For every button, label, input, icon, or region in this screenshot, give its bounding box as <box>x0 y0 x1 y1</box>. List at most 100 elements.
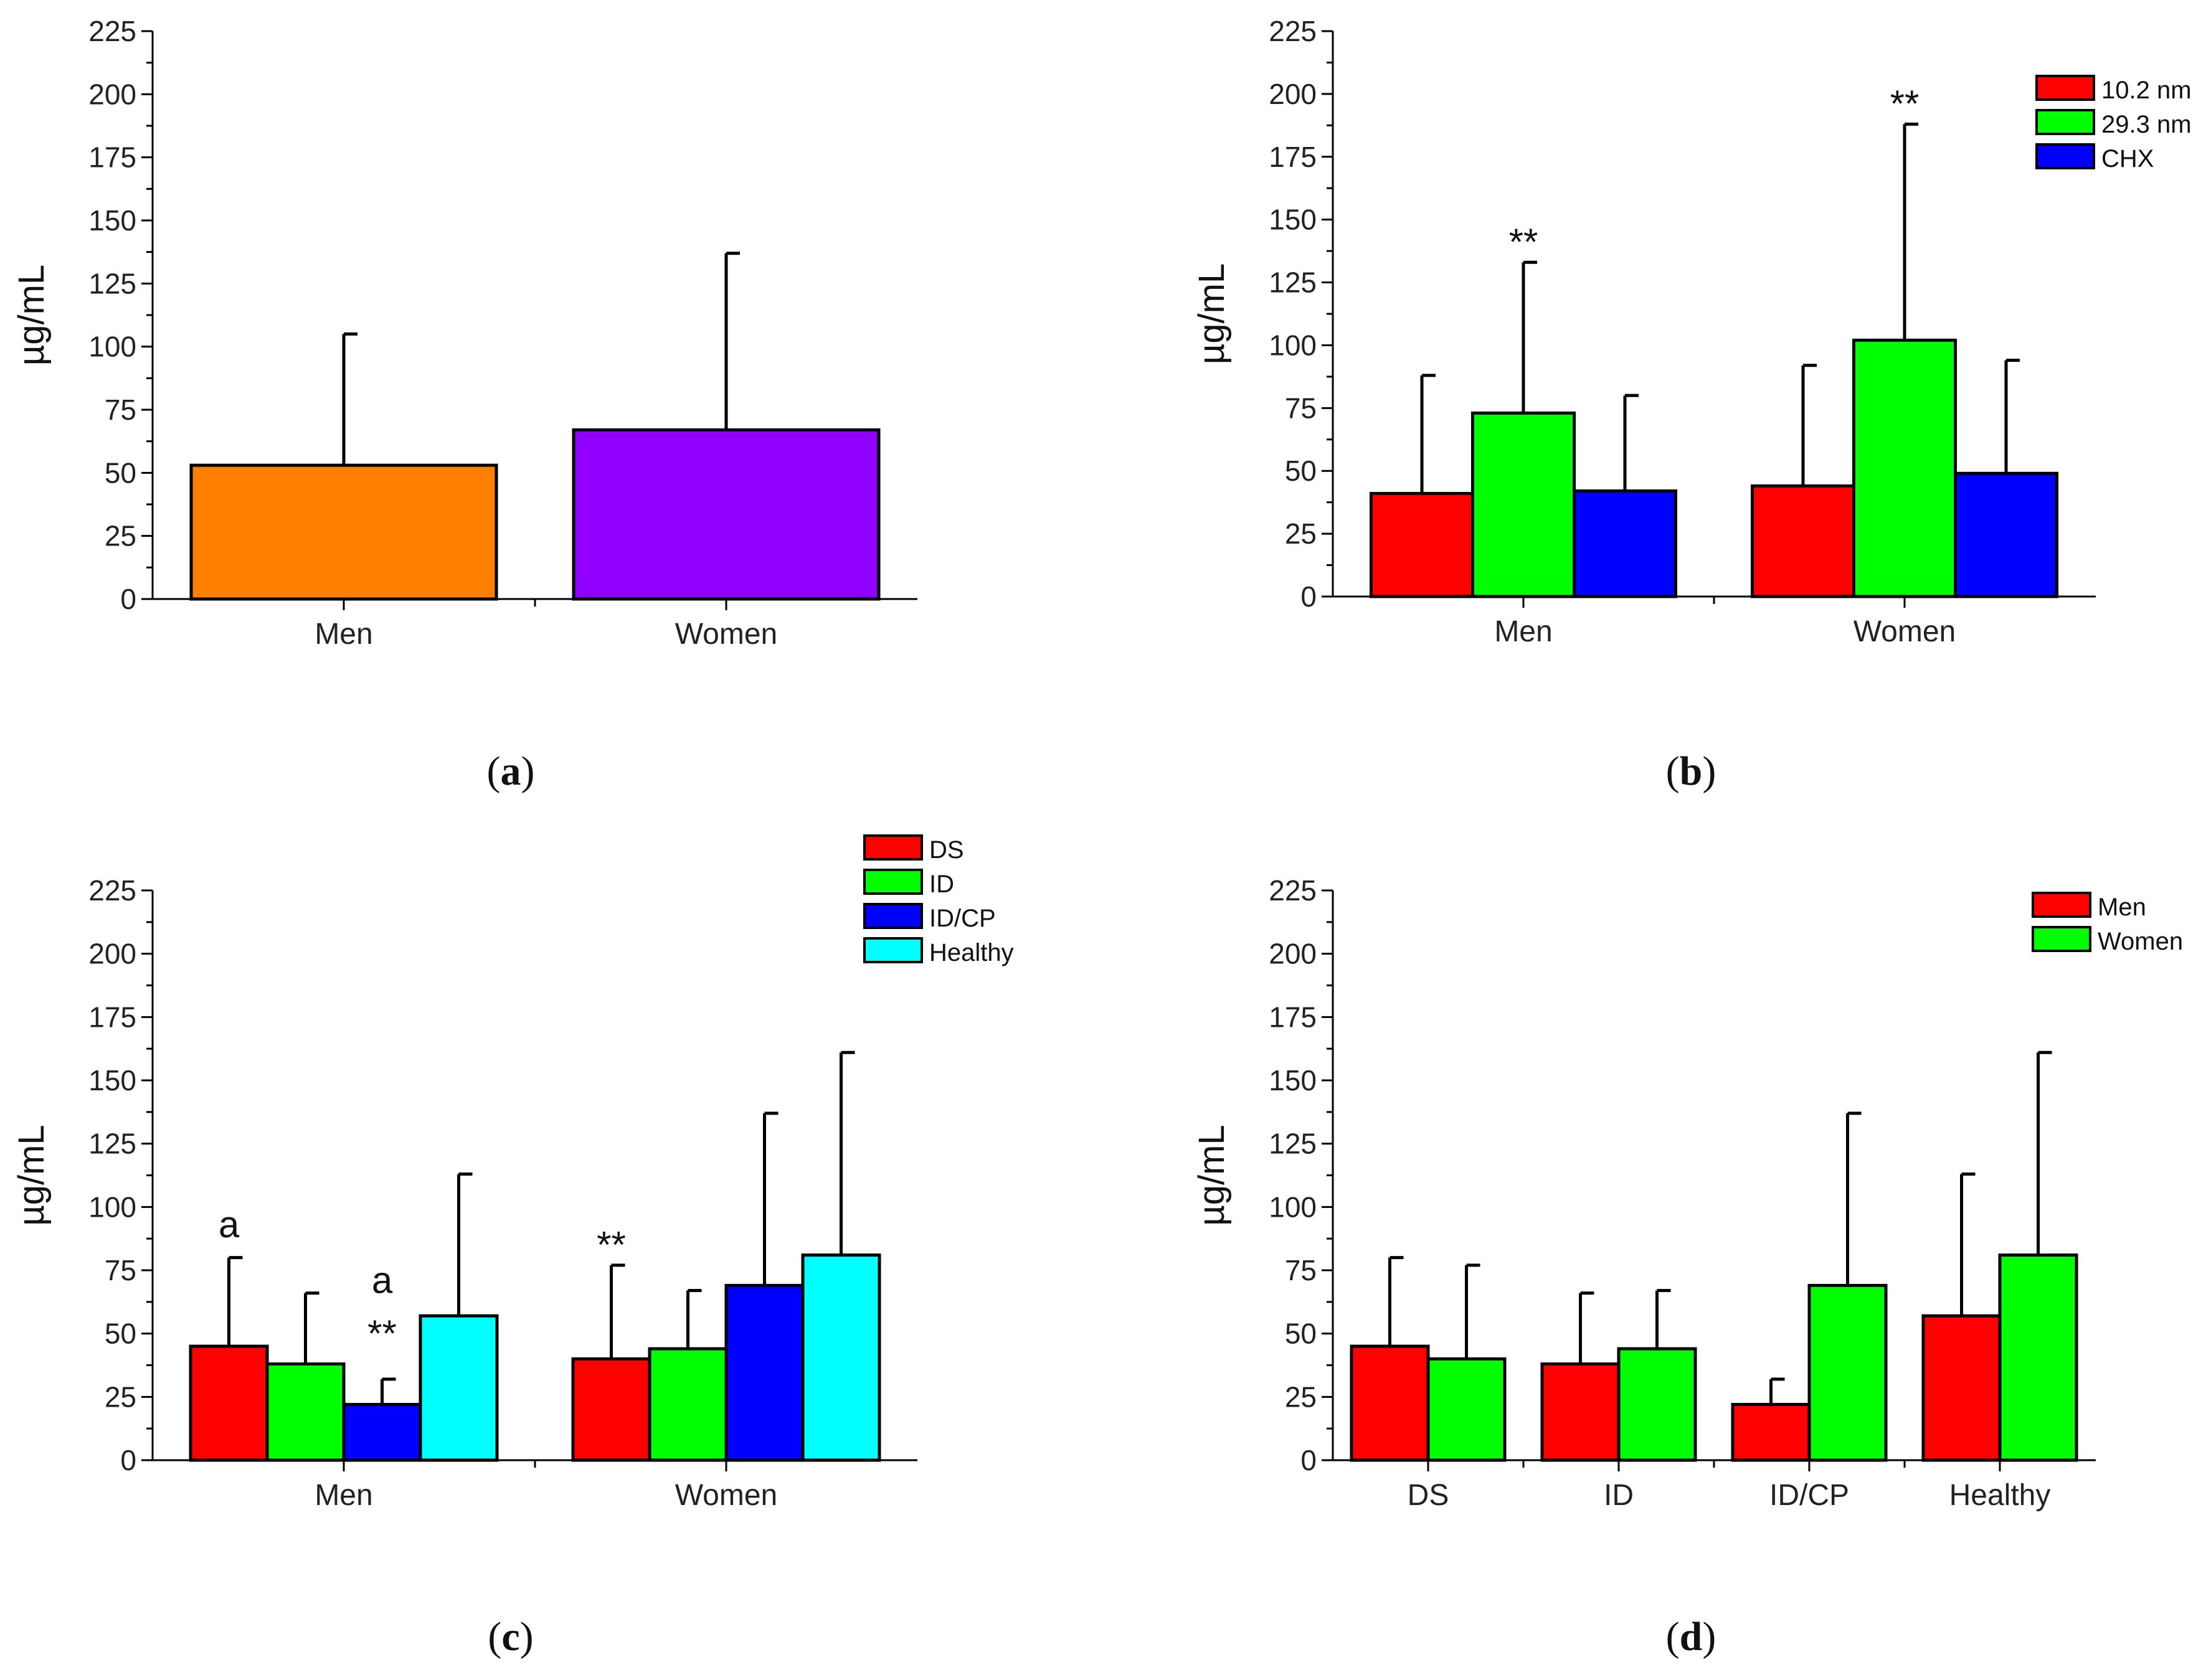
chart-panel-b: 0 25 50 75 100 125 150 175 200 225 µg/mL Men Women **… <box>1191 15 2192 794</box>
x-tick-label: Women <box>675 1479 778 1512</box>
y-tick-label: 0 <box>1300 1444 1317 1476</box>
y-tick-label: 225 <box>1269 15 1317 47</box>
caption-paren-open: ( <box>488 1614 501 1659</box>
y-tick-label: 125 <box>88 1128 136 1160</box>
y-tick-label: 150 <box>1269 1064 1317 1097</box>
caption-paren-close: ) <box>521 748 535 794</box>
legend-swatch <box>2032 892 2091 918</box>
significance-annotation: ** <box>1509 221 1538 263</box>
x-tick-label: ID <box>1604 1479 1634 1512</box>
bar <box>1426 1357 1507 1462</box>
significance-annotation: a <box>219 1204 240 1245</box>
bar <box>648 1347 728 1462</box>
y-tick-label: 150 <box>88 204 136 237</box>
legend-label: DS <box>929 836 964 864</box>
y-tick-label: 75 <box>1285 392 1317 424</box>
y-axis-label: µg/mL <box>1191 1125 1232 1225</box>
y-tick-label: 225 <box>88 874 136 907</box>
y-tick-label: 0 <box>120 1444 136 1476</box>
y-tick-label: 100 <box>1269 1191 1317 1223</box>
panel-caption: (c) <box>488 1614 533 1659</box>
panel-caption: (a) <box>487 748 535 794</box>
bar <box>1370 492 1474 598</box>
y-tick-label: 100 <box>88 331 136 363</box>
caption-paren-open: ( <box>487 748 501 794</box>
legend-label: Women <box>2098 928 2183 955</box>
caption-paren-open: ( <box>1666 748 1680 794</box>
x-tick-label: Women <box>675 618 778 651</box>
bar <box>1573 489 1677 598</box>
significance-annotation: ** <box>1890 83 1920 125</box>
x-tick-label: DS <box>1408 1479 1449 1512</box>
caption-letter: b <box>1680 748 1703 794</box>
bar <box>342 1403 422 1462</box>
legend-label: ID/CP <box>929 905 996 932</box>
panel-caption: (d) <box>1666 1614 1716 1659</box>
x-tick-label: Women <box>1854 615 1956 648</box>
chart-panel-c: 0 25 50 75 100 125 150 175 200 225 µg/mL Men Women a a… <box>11 834 1014 1659</box>
caption-paren-open: ( <box>1666 1614 1680 1659</box>
y-tick-label: 25 <box>1285 517 1317 550</box>
y-tick-label: 125 <box>1269 1128 1317 1160</box>
panel-caption: (b) <box>1666 748 1716 794</box>
y-axis-label: µg/mL <box>1191 263 1232 364</box>
bar <box>1731 1403 1811 1462</box>
bar <box>419 1314 499 1462</box>
bar <box>1998 1253 2078 1462</box>
legend-swatch <box>863 937 923 963</box>
y-tick-label: 25 <box>1285 1380 1317 1413</box>
bar <box>189 1344 269 1462</box>
legend-swatch <box>2035 75 2095 101</box>
y-tick-label: 50 <box>1285 455 1317 487</box>
bar <box>724 1283 805 1462</box>
legend-swatch <box>863 834 923 861</box>
y-tick-label: 75 <box>1285 1254 1317 1286</box>
legend-label: ID <box>929 871 954 898</box>
y-tick-label: 100 <box>1269 329 1317 361</box>
bar <box>189 463 498 601</box>
x-tick-label: Men <box>1494 615 1552 648</box>
caption-letter: a <box>501 748 521 794</box>
legend-swatch <box>863 869 923 895</box>
legend-label: CHX <box>2101 145 2154 172</box>
bar <box>1471 411 1576 598</box>
bar <box>1617 1347 1697 1462</box>
caption-letter: d <box>1680 1614 1703 1659</box>
y-tick-label: 150 <box>88 1064 136 1097</box>
legend-label: Healthy <box>929 939 1014 966</box>
chart-panel-a: 0 25 50 75 100 125 150 175 200 225 µg/mL Men Women (a… <box>11 15 917 794</box>
bar <box>801 1253 881 1462</box>
x-tick-label: ID/CP <box>1769 1479 1849 1512</box>
bar <box>1807 1283 1888 1462</box>
y-tick-label: 25 <box>105 1380 136 1413</box>
bar <box>1921 1314 2002 1462</box>
bar <box>572 428 881 601</box>
bar <box>571 1357 651 1462</box>
y-tick-label: 0 <box>1300 580 1317 613</box>
bar <box>1350 1344 1430 1462</box>
legend-label: Men <box>2098 894 2146 921</box>
y-tick-label: 225 <box>88 15 136 47</box>
y-axis-label: µg/mL <box>11 265 52 366</box>
y-tick-label: 25 <box>105 520 136 552</box>
chart-panel-d: 0 25 50 75 100 125 150 175 200 225 µg/mL DS ID ID/CP H… <box>1191 874 2183 1659</box>
y-axis-label: µg/mL <box>11 1125 52 1225</box>
caption-paren-close: ) <box>520 1614 534 1659</box>
caption-paren-close: ) <box>1702 748 1716 794</box>
y-tick-label: 125 <box>1269 267 1317 299</box>
y-tick-label: 50 <box>105 1318 136 1350</box>
y-tick-label: 175 <box>1269 141 1317 173</box>
y-tick-label: 175 <box>88 1001 136 1033</box>
y-tick-label: 100 <box>88 1191 136 1223</box>
significance-annotation: a <box>372 1260 393 1301</box>
y-tick-label: 75 <box>105 1254 136 1286</box>
y-tick-label: 75 <box>105 394 136 426</box>
bar <box>1954 471 2058 598</box>
legend-swatch <box>2035 143 2095 169</box>
y-tick-label: 200 <box>1269 938 1317 970</box>
x-tick-label: Men <box>315 1479 372 1512</box>
bar <box>1852 338 1957 598</box>
legend-label: 29.3 nm <box>2101 111 2192 138</box>
legend-swatch <box>863 903 923 929</box>
y-tick-label: 0 <box>120 583 136 615</box>
